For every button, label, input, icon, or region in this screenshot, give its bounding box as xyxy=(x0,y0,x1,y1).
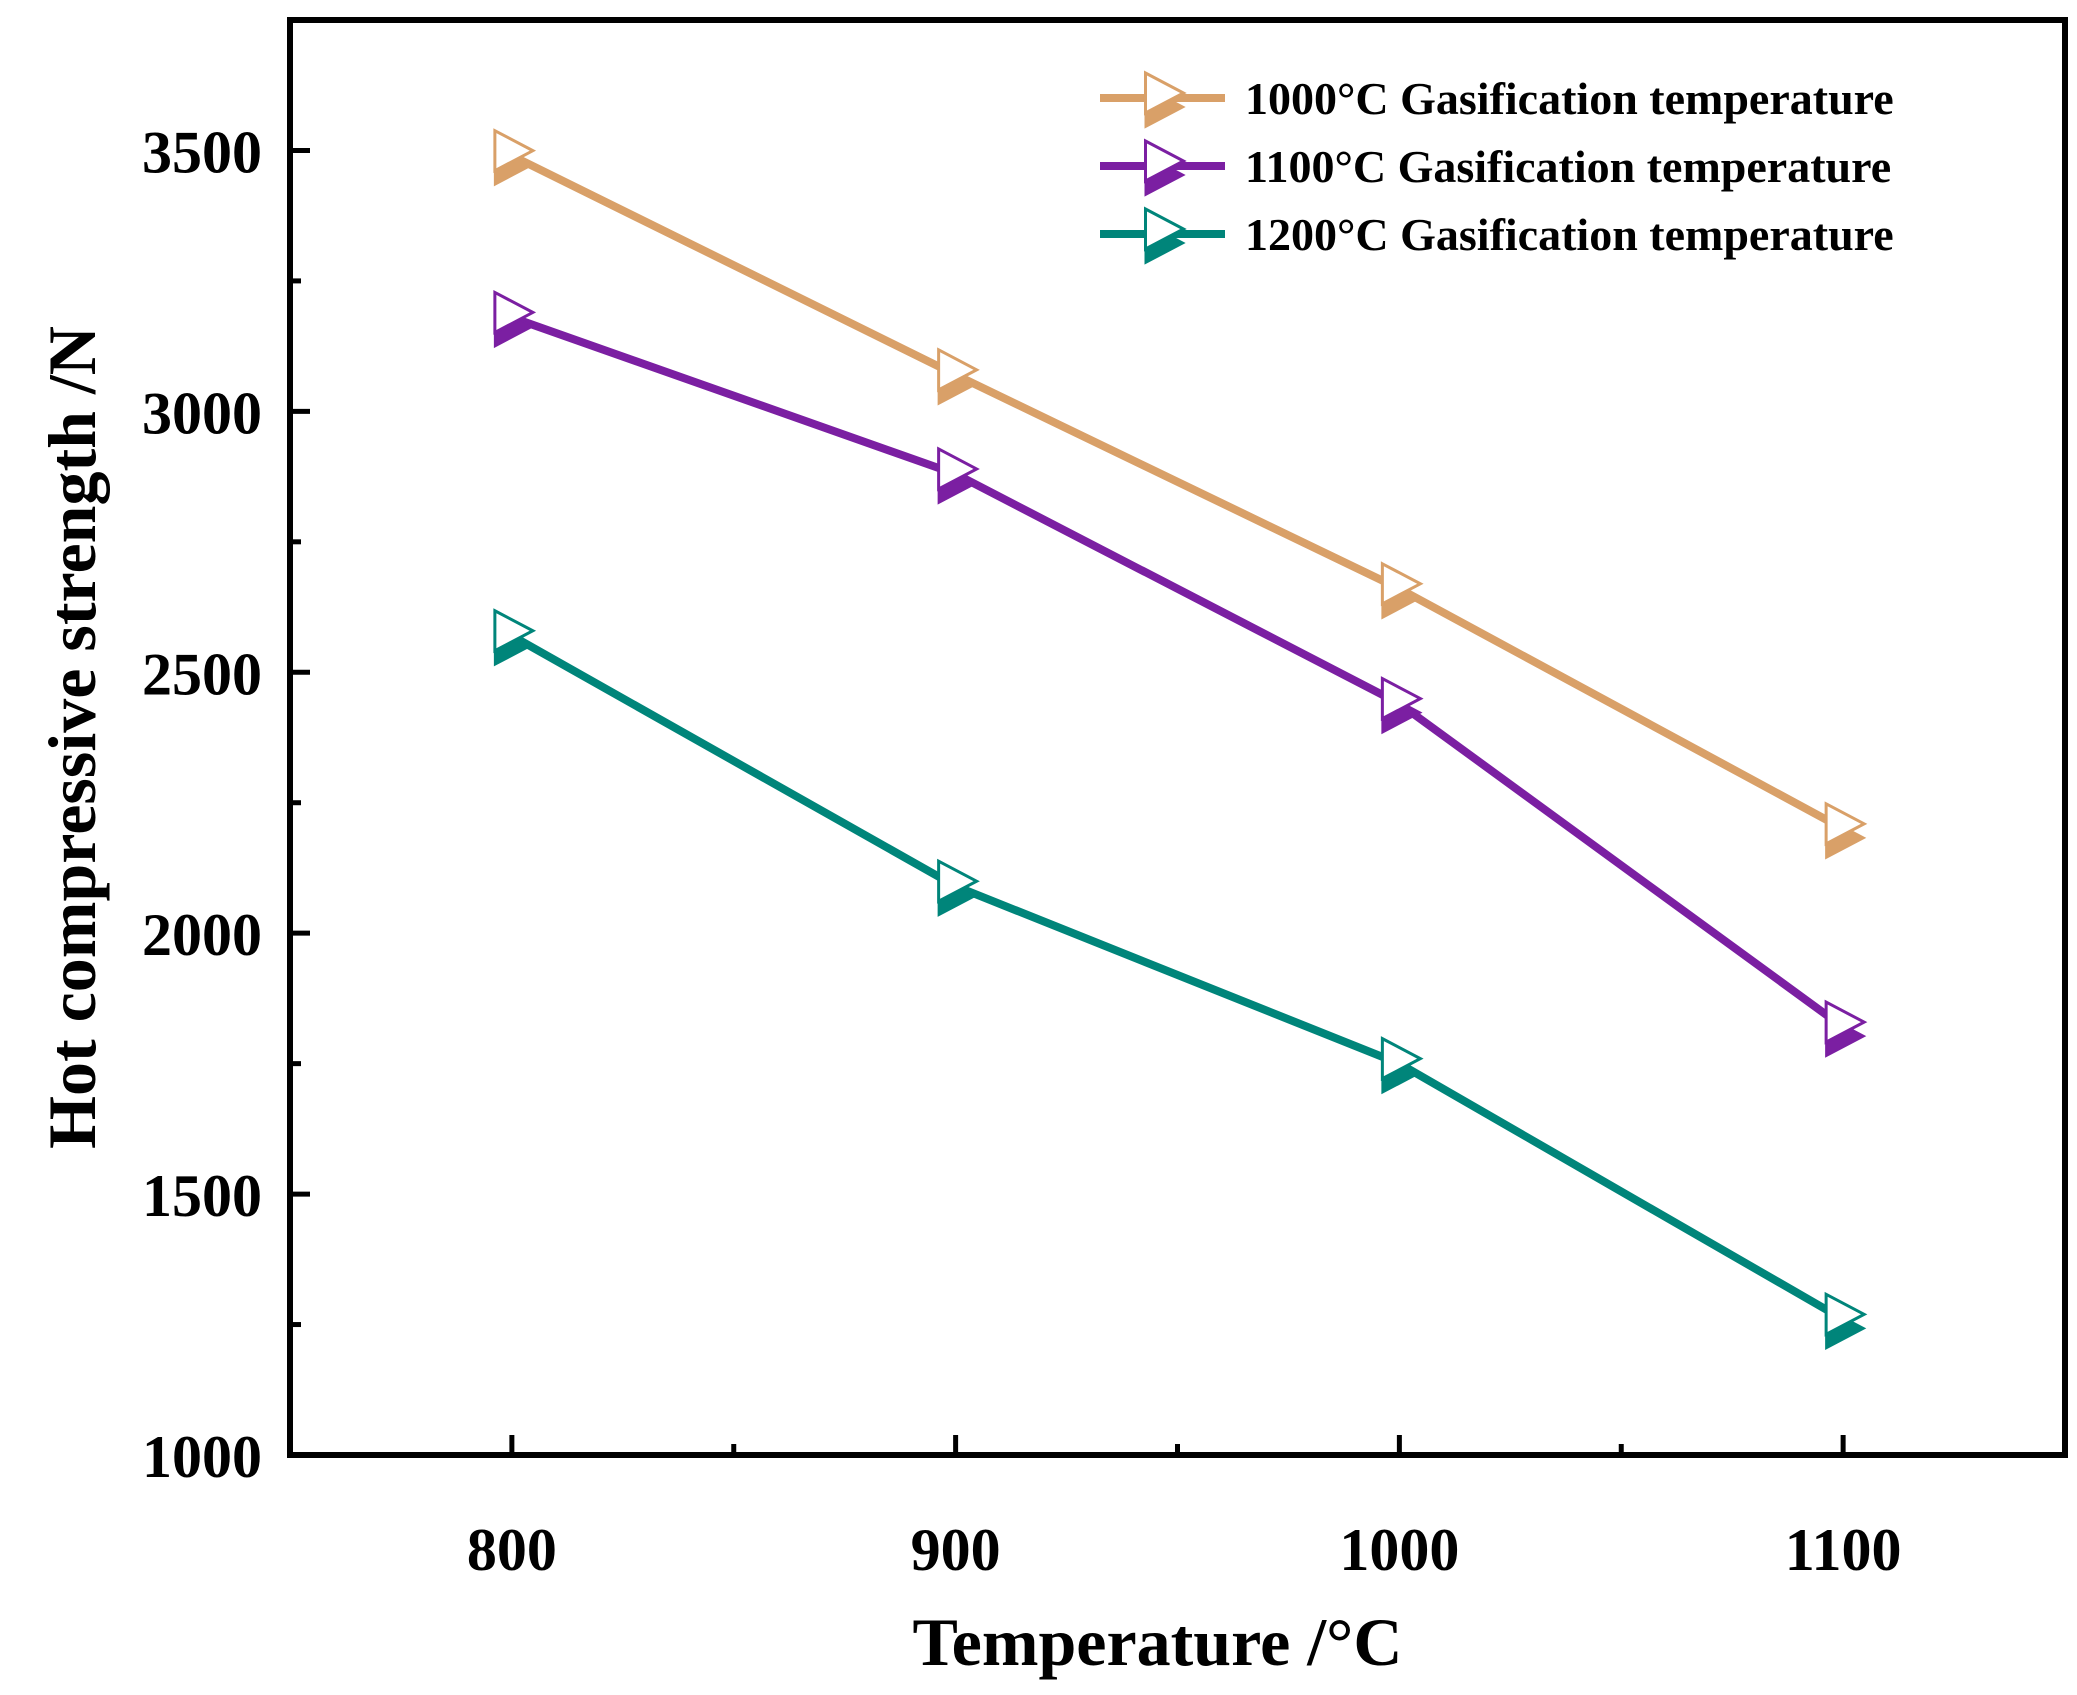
data-point xyxy=(1380,676,1424,735)
y-tick-label: 3000 xyxy=(142,380,262,446)
series-1100-c-gasification-temperature xyxy=(493,289,1868,1058)
series-line xyxy=(510,152,1846,833)
series-1000-c-gasification-temperature xyxy=(493,128,1868,860)
x-tick-label: 1000 xyxy=(1339,1517,1459,1583)
x-tick-label: 900 xyxy=(911,1517,1001,1583)
data-point xyxy=(937,446,980,505)
data-point xyxy=(937,858,980,917)
x-tick-label: 1100 xyxy=(1785,1517,1902,1583)
legend-label: 1100°C Gasification temperature xyxy=(1245,141,1891,192)
x-tick-label: 800 xyxy=(467,1517,557,1583)
legend: 1000°C Gasification temperature 1100°C Ga… xyxy=(1100,70,1894,265)
y-tick-label: 2000 xyxy=(142,902,262,968)
legend-marker xyxy=(1144,206,1187,265)
data-point xyxy=(1824,999,1868,1058)
y-axis-title: Hot compressive strength /N xyxy=(34,326,110,1149)
series-line xyxy=(509,632,1846,1323)
data-point xyxy=(493,128,537,187)
data-point xyxy=(1380,561,1424,620)
y-axis-ticks: 1000 1500 2000 2500 3000 3500 xyxy=(142,119,310,1490)
data-point xyxy=(493,289,537,349)
data-point xyxy=(1380,1036,1424,1095)
legend-label: 1200°C Gasification temperature xyxy=(1245,209,1894,260)
legend-item: 1000°C Gasification temperature xyxy=(1100,70,1894,129)
series-line xyxy=(510,313,1846,1031)
x-axis-title: Temperature /°C xyxy=(913,1604,1403,1680)
y-tick-label: 2500 xyxy=(142,641,262,707)
series-1200-c-gasification-temperature xyxy=(493,608,1868,1350)
legend-marker xyxy=(1144,138,1187,197)
y-tick-label: 3500 xyxy=(142,119,262,185)
legend-item: 1100°C Gasification temperature xyxy=(1100,138,1891,197)
series-layer xyxy=(493,128,1868,1350)
data-point xyxy=(1824,1291,1868,1350)
data-point xyxy=(493,608,537,667)
legend-label: 1000°C Gasification temperature xyxy=(1245,73,1894,124)
y-tick-label: 1500 xyxy=(142,1163,262,1229)
data-point xyxy=(1824,801,1868,860)
legend-marker xyxy=(1144,70,1187,129)
x-axis-ticks: 800 900 1000 1100 xyxy=(467,1435,1902,1583)
y-tick-label: 1000 xyxy=(142,1424,262,1490)
legend-item: 1200°C Gasification temperature xyxy=(1100,206,1894,265)
data-point xyxy=(937,347,980,406)
